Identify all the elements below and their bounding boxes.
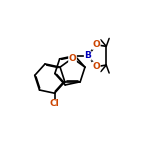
Text: O: O <box>92 62 100 71</box>
Text: O: O <box>69 54 76 63</box>
Text: Cl: Cl <box>50 99 59 109</box>
Text: B: B <box>84 51 91 60</box>
Text: O: O <box>92 40 100 49</box>
